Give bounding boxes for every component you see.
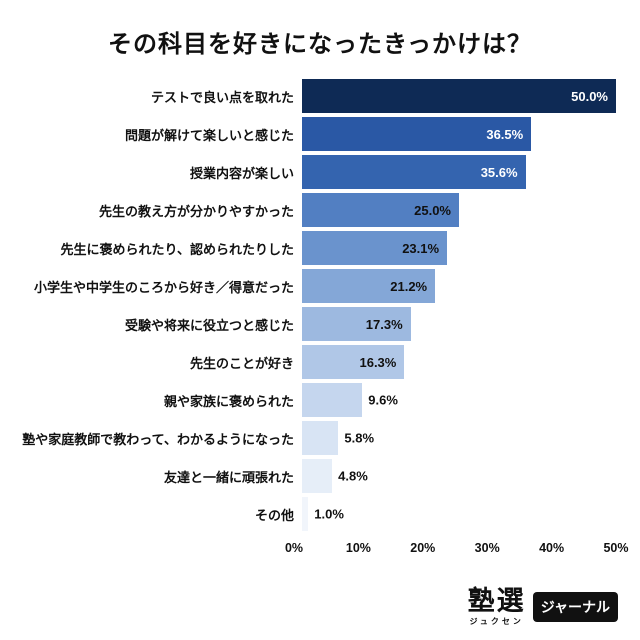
value-label: 21.2% — [390, 278, 428, 294]
category-label: 塾や家庭教師で教わって、わかるようになった — [22, 431, 294, 447]
logo-text-block: 塾選 ジュクセン — [468, 588, 526, 626]
logo-badge: ジャーナル — [532, 592, 618, 622]
bar — [302, 497, 309, 531]
x-axis-tick: 30% — [474, 541, 500, 555]
category-label: 受験や将来に役立つと感じた — [124, 317, 294, 333]
bar: 36.5% — [302, 117, 532, 151]
bar: 23.1% — [302, 231, 448, 265]
bar-row: 授業内容が楽しい 35.6% — [12, 153, 616, 191]
logo-main-text: 塾選 — [467, 586, 526, 616]
bar-row: 親や家族に褒められた 9.6% — [12, 381, 616, 419]
category-label: 友達と一緒に頑張れた — [163, 469, 294, 485]
brand-logo: 塾選 ジュクセン ジャーナル — [468, 588, 618, 626]
value-label: 35.6% — [480, 164, 518, 180]
bar-row: テストで良い点を取れた 50.0% — [12, 77, 616, 115]
bar — [302, 383, 363, 417]
value-label: 9.6% — [368, 392, 398, 408]
value-label: 50.0% — [571, 88, 608, 104]
value-label: 4.8% — [338, 468, 368, 484]
value-label: 17.3% — [365, 316, 403, 332]
bar-row: その他 1.0% — [12, 495, 616, 533]
bar: 21.2% — [302, 269, 436, 303]
bar-track: 9.6% — [302, 383, 616, 417]
value-label: 1.0% — [314, 506, 344, 522]
bar-row: 問題が解けて楽しいと感じた 36.5% — [12, 115, 616, 153]
logo-sub-text: ジュクセン — [469, 617, 524, 626]
bar-track: 16.3% — [302, 345, 616, 379]
category-label: 先生に褒められたり、認められたりした — [60, 241, 294, 257]
value-label: 25.0% — [414, 202, 451, 218]
bar: 25.0% — [302, 193, 459, 227]
value-label: 23.1% — [402, 240, 440, 256]
category-label: 親や家族に褒められた — [163, 393, 294, 409]
x-axis-tick: 20% — [410, 541, 436, 555]
bar — [302, 459, 333, 493]
bar-track: 23.1% — [302, 231, 616, 265]
x-axis-tick: 50% — [603, 541, 629, 555]
bar: 17.3% — [302, 307, 411, 341]
x-axis-spacer — [12, 541, 294, 559]
bar-track: 50.0% — [302, 79, 616, 113]
bar-row: 友達と一緒に頑張れた 4.8% — [12, 457, 616, 495]
category-label: 先生のことが好き — [189, 355, 294, 371]
x-axis: 0% 10% 20% 30% 40% 50% — [0, 541, 640, 559]
bar-track: 35.6% — [302, 155, 616, 189]
bar-chart: テストで良い点を取れた 50.0% 問題が解けて楽しいと感じた 36.5% 授業内容が楽… — [0, 77, 640, 533]
bar-row: 受験や将来に役立つと感じた 17.3% — [12, 305, 616, 343]
value-label: 16.3% — [359, 354, 397, 370]
x-axis-tick: 0% — [284, 541, 304, 555]
bar: 50.0% — [302, 79, 616, 113]
bar-row: 先生に褒められたり、認められたりした 23.1% — [12, 229, 616, 267]
bar-row: 小学生や中学生のころから好き／得意だった 21.2% — [12, 267, 616, 305]
category-label: 先生の教え方が分かりやすかった — [98, 203, 294, 219]
chart-title: その科目を好きになったきっかけは？ — [107, 31, 533, 58]
x-axis-tick: 10% — [345, 541, 371, 555]
bar: 35.6% — [302, 155, 526, 189]
bar: 16.3% — [302, 345, 405, 379]
category-label: 小学生や中学生のころから好き／得意だった — [33, 279, 294, 295]
x-axis-tick: 40% — [539, 541, 565, 555]
value-label: 36.5% — [486, 126, 524, 142]
bar-track: 36.5% — [302, 117, 616, 151]
bar-row: 塾や家庭教師で教わって、わかるようになった 5.8% — [12, 419, 616, 457]
bar-track: 17.3% — [302, 307, 616, 341]
category-label: 授業内容が楽しい — [189, 165, 294, 181]
bar-track: 4.8% — [302, 459, 616, 493]
x-axis-ticks: 0% 10% 20% 30% 40% 50% — [285, 541, 629, 559]
category-label: テストで良い点を取れた — [150, 89, 294, 105]
bar-row: 先生の教え方が分かりやすかった 25.0% — [12, 191, 616, 229]
bar-track: 25.0% — [302, 193, 616, 227]
bar-track: 5.8% — [302, 421, 616, 455]
value-label: 5.8% — [344, 430, 375, 446]
bar-track: 21.2% — [302, 269, 616, 303]
bar — [302, 421, 339, 455]
bar-row: 先生のことが好き 16.3% — [12, 343, 616, 381]
category-label: 問題が解けて楽しいと感じた — [124, 127, 294, 143]
bar-track: 1.0% — [302, 497, 616, 531]
category-label: その他 — [254, 507, 294, 523]
